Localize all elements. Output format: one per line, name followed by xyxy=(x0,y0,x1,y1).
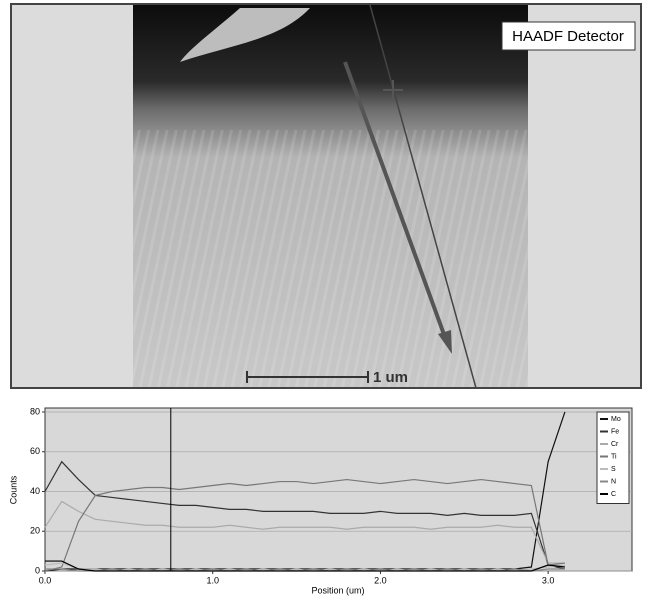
series-line xyxy=(44,460,566,570)
series-line xyxy=(44,478,565,572)
y-tick-label: 60 xyxy=(30,446,40,456)
detector-label: HAADF Detector xyxy=(512,28,624,45)
stem-image: HAADF Detector 1 um xyxy=(10,3,642,389)
x-tick-label: 2.0 xyxy=(374,575,387,585)
legend-label: C xyxy=(611,491,616,498)
legend-label: N xyxy=(611,478,616,485)
x-tick-label: 3.0 xyxy=(542,575,555,585)
legend-label: Fe xyxy=(611,428,619,435)
legend-label: Cr xyxy=(611,441,619,448)
y-tick-label: 0 xyxy=(35,565,40,575)
y-axis-label: Counts xyxy=(8,475,18,504)
y-tick-label: 40 xyxy=(30,486,40,496)
y-tick-label: 80 xyxy=(30,406,40,416)
scale-bar-label: 1 um xyxy=(373,369,408,386)
series-line xyxy=(44,500,565,564)
legend-box xyxy=(596,411,630,504)
y-tick-label: 20 xyxy=(30,526,40,536)
series-line xyxy=(45,560,565,572)
legend-label: Ti xyxy=(611,453,617,460)
x-tick-label: 0.0 xyxy=(39,575,52,585)
legend-label: Mo xyxy=(611,416,621,423)
x-tick-label: 1.0 xyxy=(206,575,219,585)
legend-label: S xyxy=(611,466,616,473)
x-axis-label: Position (um) xyxy=(311,585,364,595)
